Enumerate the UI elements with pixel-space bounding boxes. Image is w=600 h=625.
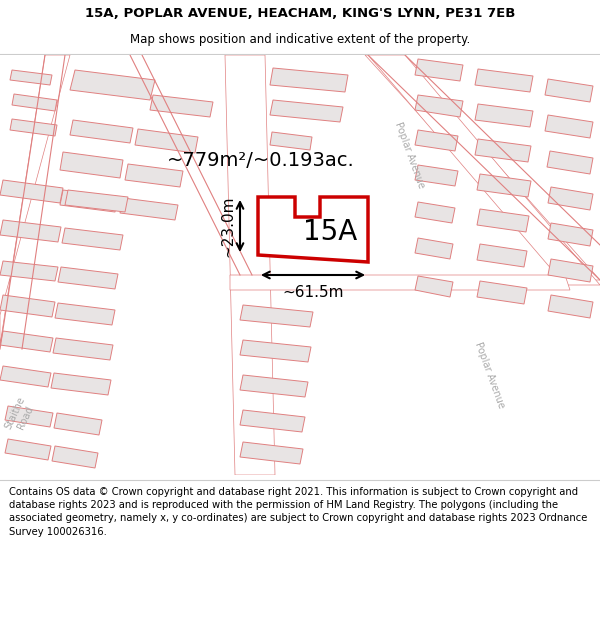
Text: ~779m²/~0.193ac.: ~779m²/~0.193ac. (167, 151, 355, 170)
Text: ~61.5m: ~61.5m (282, 285, 344, 300)
Polygon shape (0, 55, 70, 345)
Polygon shape (53, 338, 113, 360)
Polygon shape (240, 410, 305, 432)
Text: Poplar Avenue: Poplar Avenue (393, 121, 426, 189)
Polygon shape (52, 446, 98, 468)
Polygon shape (0, 295, 55, 317)
Polygon shape (270, 68, 348, 92)
Polygon shape (545, 79, 593, 102)
Polygon shape (225, 55, 275, 475)
Polygon shape (548, 295, 593, 318)
Polygon shape (475, 104, 533, 127)
Polygon shape (240, 340, 311, 362)
Polygon shape (0, 220, 61, 242)
Polygon shape (10, 119, 57, 136)
Polygon shape (51, 373, 111, 395)
Polygon shape (545, 115, 593, 138)
Polygon shape (548, 259, 593, 282)
Polygon shape (475, 139, 531, 162)
Polygon shape (10, 70, 52, 85)
Polygon shape (70, 70, 155, 100)
Text: ~23.0m: ~23.0m (220, 195, 235, 257)
Polygon shape (415, 276, 453, 297)
Polygon shape (477, 244, 527, 267)
Polygon shape (125, 164, 183, 187)
Polygon shape (415, 165, 458, 186)
Polygon shape (258, 197, 368, 262)
Polygon shape (477, 281, 527, 304)
Polygon shape (70, 120, 133, 143)
Polygon shape (477, 174, 531, 197)
Text: Staithe
Road: Staithe Road (3, 394, 37, 436)
Polygon shape (65, 190, 128, 212)
Polygon shape (415, 95, 463, 117)
Polygon shape (415, 202, 455, 223)
Text: Poplar Avenue: Poplar Avenue (473, 341, 506, 409)
Polygon shape (548, 223, 593, 246)
Polygon shape (230, 275, 570, 290)
Text: Contains OS data © Crown copyright and database right 2021. This information is : Contains OS data © Crown copyright and d… (9, 487, 587, 537)
Polygon shape (270, 132, 312, 150)
Polygon shape (5, 439, 51, 460)
Polygon shape (368, 55, 600, 285)
Polygon shape (0, 261, 58, 281)
Polygon shape (0, 331, 53, 352)
Polygon shape (270, 100, 343, 122)
Text: 15A: 15A (303, 218, 357, 246)
Polygon shape (150, 95, 213, 117)
Polygon shape (547, 151, 593, 174)
Polygon shape (5, 406, 53, 427)
Polygon shape (240, 442, 303, 464)
Polygon shape (55, 303, 115, 325)
Text: Map shows position and indicative extent of the property.: Map shows position and indicative extent… (130, 33, 470, 46)
Polygon shape (58, 267, 118, 289)
Polygon shape (240, 305, 313, 327)
Polygon shape (415, 130, 458, 151)
Polygon shape (415, 238, 453, 259)
Polygon shape (0, 366, 51, 387)
Polygon shape (475, 69, 533, 92)
Polygon shape (60, 152, 123, 178)
Polygon shape (62, 228, 123, 250)
Text: 15A, POPLAR AVENUE, HEACHAM, KING'S LYNN, PE31 7EB: 15A, POPLAR AVENUE, HEACHAM, KING'S LYNN… (85, 8, 515, 20)
Polygon shape (0, 180, 63, 203)
Polygon shape (54, 413, 102, 435)
Polygon shape (12, 94, 57, 111)
Polygon shape (477, 209, 529, 232)
Polygon shape (415, 59, 463, 81)
Polygon shape (240, 375, 308, 397)
Polygon shape (120, 198, 178, 220)
Polygon shape (60, 190, 118, 212)
Polygon shape (365, 55, 600, 280)
Polygon shape (135, 129, 198, 153)
Polygon shape (548, 187, 593, 210)
